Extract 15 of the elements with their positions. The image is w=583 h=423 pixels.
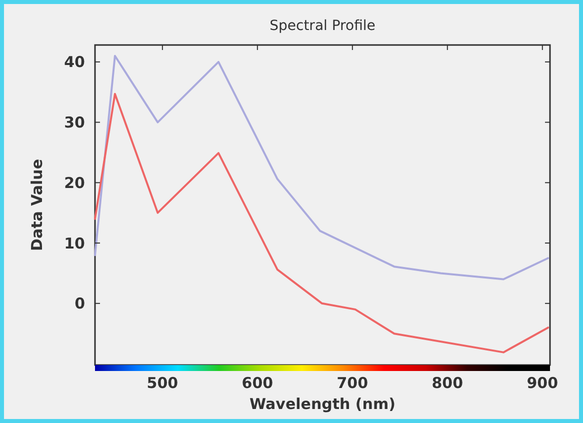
line-series bbox=[94, 92, 550, 354]
x-tick-label: 900 bbox=[526, 374, 558, 392]
y-tick-label: 10 bbox=[64, 234, 85, 252]
y-tick-label: 30 bbox=[64, 114, 85, 132]
x-tick-label: 800 bbox=[432, 374, 464, 392]
y-tick-label: 20 bbox=[64, 174, 85, 192]
chart-title: Spectral Profile bbox=[270, 18, 376, 34]
x-axis-title: Wavelength (nm) bbox=[250, 395, 396, 413]
x-tick-label: 700 bbox=[336, 374, 368, 392]
y-tick-label: 0 bbox=[74, 294, 85, 313]
x-tick-label: 500 bbox=[146, 374, 178, 392]
y-axis-title: Data Value bbox=[28, 159, 46, 251]
x-tick-label: 600 bbox=[242, 374, 274, 392]
y-tick-label: 40 bbox=[64, 53, 85, 72]
line-series bbox=[94, 54, 550, 280]
